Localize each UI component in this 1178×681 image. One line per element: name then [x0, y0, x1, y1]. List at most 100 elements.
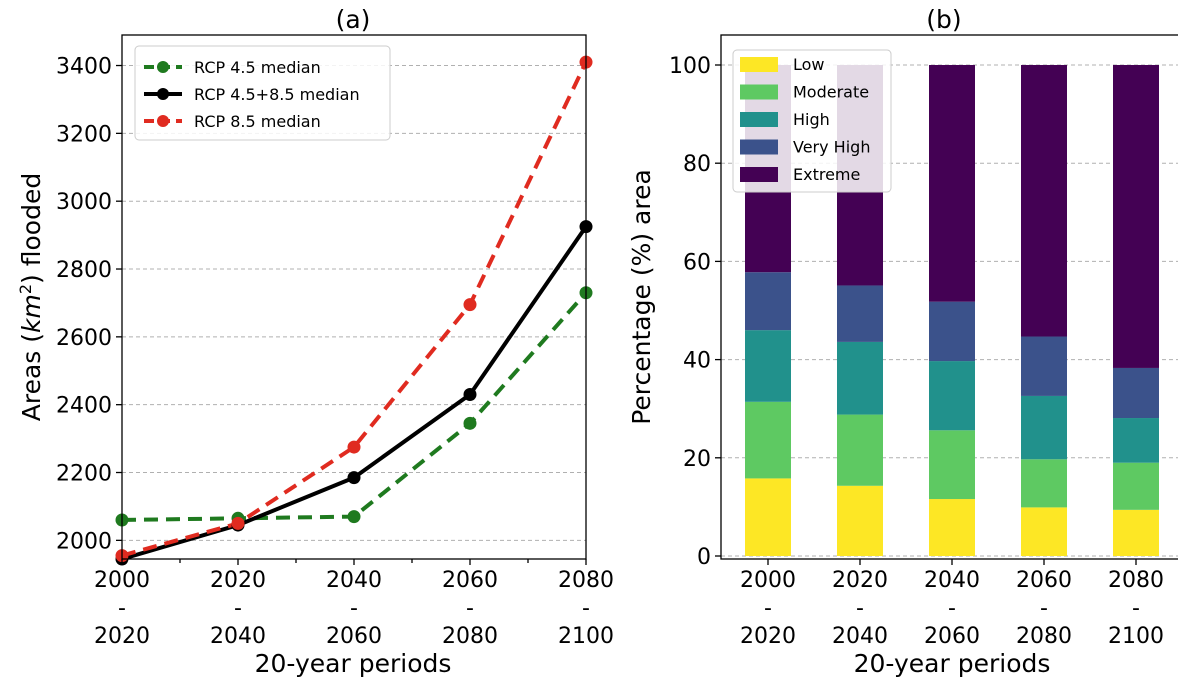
panel-b-x-tick-label: 2000	[740, 568, 796, 593]
panel-b-bar-segment	[1113, 462, 1159, 510]
panel-a-x-tick-label: 2040	[210, 624, 266, 649]
panel-b-bar-segment	[1113, 509, 1159, 556]
panel-a-x-tick-label: 2060	[442, 568, 498, 593]
panel-a-y-tick-label: 2200	[56, 462, 112, 487]
panel-b-bar-segment	[1113, 418, 1159, 463]
panel-a-x-ticks: 2000 - 2020 2020 - 2040 2040 - 2060 2060 - 2080 2080…	[94, 559, 614, 649]
panel-a-line-chart: (a) 2000 2200 2400 2600 2800 3000 3200 3400 200…	[16, 5, 614, 678]
panel-b-bar-segment	[1113, 65, 1159, 368]
panel-a-data-point	[463, 298, 477, 312]
panel-b-bar-segment	[1113, 367, 1159, 419]
panel-a-y-tick-label: 2800	[56, 258, 112, 283]
panel-b-x-tick-label: -	[948, 596, 956, 621]
panel-b-bar-segment	[745, 330, 791, 402]
panel-a-x-axis-label: 20-year periods	[255, 649, 452, 678]
panel-a-legend-label: RCP 4.5+8.5 median	[194, 85, 360, 104]
panel-a-data-point	[347, 510, 361, 524]
panel-b-legend-label: Moderate	[793, 83, 869, 102]
panel-b-x-tick-label: 2080	[1108, 568, 1164, 593]
panel-a-title: (a)	[336, 5, 371, 34]
panel-a-x-tick-label: 2020	[94, 624, 150, 649]
panel-b-bar-segment	[1021, 507, 1067, 556]
panel-b-x-tick-label: 2020	[832, 568, 888, 593]
panel-a-x-tick-label: 2080	[442, 624, 498, 649]
panel-a-x-tick-label: -	[582, 596, 590, 621]
panel-b-y-tick-label: 100	[669, 54, 711, 79]
panel-a-y-tick-label: 3400	[56, 55, 112, 80]
panel-b-legend-label: Very High	[793, 138, 870, 157]
panel-b-bar-segment	[745, 401, 791, 479]
panel-b-legend: Low Moderate High Very High Extreme	[732, 49, 892, 193]
panel-b-x-tick-label: 2060	[924, 624, 980, 649]
panel-a-x-tick-label: -	[466, 596, 474, 621]
panel-a-x-tick-label: 2060	[326, 624, 382, 649]
panel-a-series-points	[115, 55, 593, 566]
panel-b-y-tick-label: 60	[683, 250, 711, 275]
panel-b-y-tick-label: 40	[683, 349, 711, 374]
panel-b-y-tick-label: 20	[683, 447, 711, 472]
panel-b-bar-segment	[929, 65, 975, 302]
panel-b-legend-swatch	[740, 84, 778, 100]
panel-b-legend-label: High	[793, 110, 830, 129]
panel-b-x-tick-label: 2060	[1016, 568, 1072, 593]
panel-b-y-ticks: 0 20 40 60 80 100	[669, 54, 721, 570]
panel-b-x-tick-label: 2020	[740, 624, 796, 649]
panel-a-data-point	[347, 440, 361, 454]
panel-a-y-tick-label: 3000	[56, 190, 112, 215]
panel-b-y-tick-label: 80	[683, 152, 711, 177]
panel-b-y-axis-label: Percentage (%) area	[627, 169, 656, 425]
panel-a-y-axis-label: Areas (km2) flooded	[16, 173, 46, 421]
panel-a-series-line	[121, 225, 588, 561]
panel-b-legend-swatch	[740, 139, 778, 155]
panel-b-x-tick-label: -	[1040, 596, 1048, 621]
panel-b-x-tick-label: 2040	[832, 624, 888, 649]
panel-b-legend-swatch	[740, 112, 778, 127]
panel-a-x-tick-label: 2040	[326, 568, 382, 593]
panel-b-bar-segment	[929, 430, 975, 500]
panel-b-legend-label: Low	[793, 55, 825, 74]
panel-b-bar-segment	[1021, 336, 1067, 396]
panel-b-title: (b)	[926, 5, 961, 34]
panel-b-bar-segment	[929, 361, 975, 431]
panel-a-y-tick-label: 3200	[56, 122, 112, 147]
panel-a-legend-marker	[157, 88, 169, 100]
panel-a-legend-box	[134, 45, 391, 141]
panel-a-data-point	[463, 416, 477, 430]
panel-a-x-tick-label: 2020	[210, 568, 266, 593]
panel-b-bar-segment	[745, 478, 791, 556]
panel-b-bar-segment	[837, 285, 883, 342]
panel-a-data-point	[463, 388, 477, 402]
panel-b-x-tick-label: -	[856, 596, 864, 621]
panel-a-legend-label: RCP 8.5 median	[194, 112, 321, 131]
panel-a-y-tick-label: 2400	[56, 394, 112, 419]
panel-a-data-point	[231, 516, 245, 530]
panel-a-data-point	[347, 471, 361, 485]
panel-b-x-ticks: 2000 - 2020 2020 - 2040 2040 - 2060 2060 - 2080 2080…	[740, 559, 1164, 649]
panel-b-x-tick-label: 2080	[1016, 624, 1072, 649]
panel-b-x-axis-label: 20-year periods	[854, 649, 1051, 678]
panel-a-x-tick-label: -	[118, 596, 126, 621]
panel-a-x-tick-label: -	[350, 596, 358, 621]
panel-a-x-tick-label: 2000	[94, 568, 150, 593]
panel-a-y-tick-label: 2600	[56, 326, 112, 351]
panel-a-legend-marker	[157, 115, 169, 127]
panel-b-x-tick-label: -	[764, 596, 772, 621]
panel-a-legend-label: RCP 4.5 median	[194, 58, 321, 77]
panel-a-x-tick-label: 2080	[558, 568, 614, 593]
panel-a-y-tick-label: 2000	[56, 529, 112, 554]
panel-b-legend-swatch	[740, 57, 778, 72]
panel-a-x-tick-label: 2100	[558, 624, 614, 649]
panel-b-bar-segment	[837, 485, 883, 556]
panel-b-x-tick-label: -	[1132, 596, 1140, 621]
panel-b-legend-swatch	[740, 167, 778, 182]
panel-a-y-ticks: 2000 2200 2400 2600 2800 3000 3200 3400	[56, 55, 122, 554]
panel-a-legend-items: RCP 4.5 median RCP 4.5+8.5 median RCP 8.5 …	[144, 58, 360, 131]
panel-b-bar-segment	[745, 272, 791, 331]
panel-b-bar-segment	[837, 414, 883, 486]
panel-a-legend: RCP 4.5 median RCP 4.5+8.5 median RCP 8.5 …	[134, 45, 391, 141]
panel-b-legend-label: Extreme	[793, 165, 860, 184]
panel-b-bar-segment	[929, 499, 975, 556]
panel-b-x-tick-label: 2100	[1108, 624, 1164, 649]
